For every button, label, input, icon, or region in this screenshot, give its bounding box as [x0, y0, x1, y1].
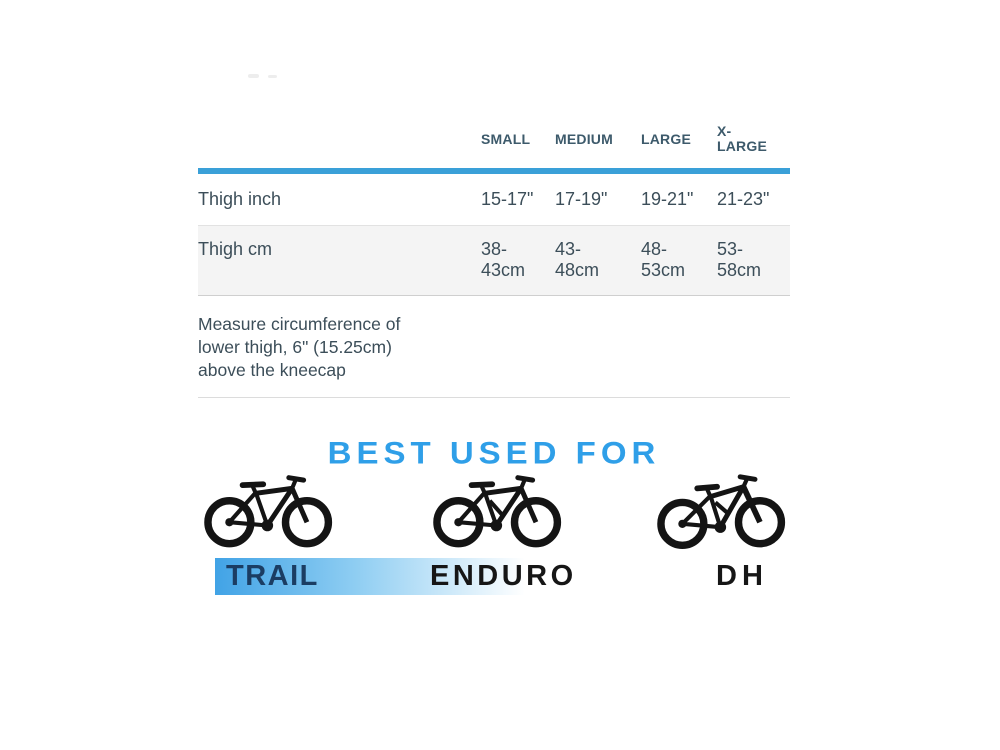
cell-value: 43- 48cm — [555, 239, 600, 280]
table-row-thigh-cm: Thigh cm 38- 43cm 43- 48cm 48- 53cm 53- … — [198, 226, 790, 296]
trail-highlight-bar — [215, 558, 525, 595]
column-header-large: LARGE — [641, 130, 691, 147]
measurement-note: Measure circumference of lower thigh, 6"… — [198, 314, 401, 380]
enduro-bike-icon — [432, 467, 564, 551]
measurement-note-row: Measure circumference of lower thigh, 6"… — [198, 296, 790, 398]
table-row-thigh-inch: Thigh inch 15-17" 17-19" 19-21" 21-23" — [198, 174, 790, 226]
column-header-small: SMALL — [481, 130, 531, 147]
faint-smudge — [248, 74, 259, 78]
cell-value: 38- 43cm — [481, 239, 526, 280]
faint-smudge — [268, 75, 277, 78]
cell-value: 15-17" — [481, 189, 534, 209]
trail-bike-icon — [203, 467, 335, 551]
cell-value: 53- 58cm — [717, 239, 762, 280]
label-trail: TRAIL — [226, 560, 319, 592]
label-dh: DH — [716, 560, 768, 592]
cell-value: 21-23" — [717, 189, 770, 209]
row-label: Thigh cm — [198, 239, 273, 259]
column-header-medium: MEDIUM — [555, 130, 613, 147]
size-chart-table: SMALL MEDIUM LARGE X- LARGE Thigh inch 1… — [198, 110, 790, 398]
row-label: Thigh inch — [198, 189, 282, 209]
cell-value: 48- 53cm — [641, 239, 686, 280]
cell-value: 19-21" — [641, 189, 694, 209]
label-enduro: ENDURO — [430, 560, 577, 592]
size-chart-header-row: SMALL MEDIUM LARGE X- LARGE — [198, 110, 790, 174]
dh-bike-icon — [656, 467, 788, 551]
cell-value: 17-19" — [555, 189, 608, 209]
column-header-xlarge: X- LARGE — [717, 123, 767, 154]
best-used-for-title: BEST USED FOR — [327, 434, 661, 471]
